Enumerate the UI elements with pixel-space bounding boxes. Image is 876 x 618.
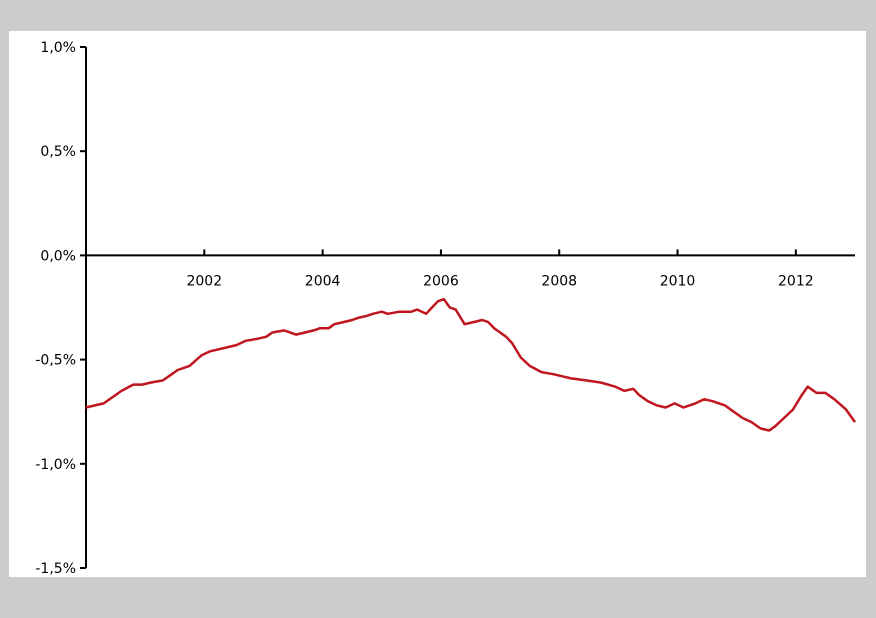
y-tick-label: -0,5% — [35, 353, 76, 369]
x-tick-label: 2004 — [305, 273, 341, 289]
x-tick-label: 2006 — [423, 273, 459, 289]
series-layer — [85, 297, 857, 432]
y-axis: 1,0% 0,5% 0,0% -0,5% -1,0% -1,5% — [35, 40, 87, 577]
x-axis: 2002 2004 2006 2008 2010 2012 — [86, 249, 855, 289]
y-tick-label: -1,5% — [35, 561, 76, 577]
plot-area: 1,0% 0,5% 0,0% -0,5% -1,0% -1,5% 2002 2004 2006… — [9, 31, 866, 577]
y-tick-label: 1,0% — [40, 40, 76, 56]
x-tick-label: 2008 — [541, 273, 577, 289]
series-line — [85, 297, 857, 432]
x-tick-label: 2002 — [186, 273, 222, 289]
x-tick-label: 2012 — [778, 273, 814, 289]
line-chart: 1,0% 0,5% 0,0% -0,5% -1,0% -1,5% 2002 2004 2006… — [35, 40, 857, 577]
y-tick-label: 0,5% — [40, 144, 76, 160]
x-tick-label: 2010 — [660, 273, 696, 289]
y-tick-label: 0,0% — [40, 248, 76, 264]
y-tick-label: -1,0% — [35, 457, 76, 473]
